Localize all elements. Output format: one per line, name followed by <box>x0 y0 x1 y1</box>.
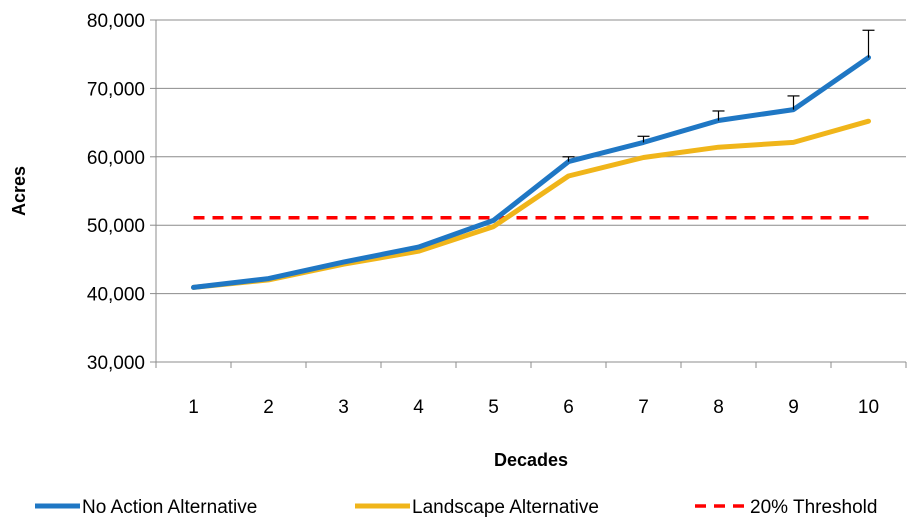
y-tick-label: 70,000 <box>87 79 145 100</box>
y-tick-label: 60,000 <box>87 148 145 169</box>
series-line-no-action-alternative <box>191 55 871 290</box>
x-tick-label: 6 <box>563 397 574 418</box>
x-tick-label: 9 <box>788 397 799 418</box>
x-tick-label: 2 <box>263 397 274 418</box>
legend: No Action Alternative Landscape Alternati… <box>35 497 877 518</box>
legend-item-20-threshold: 20% Threshold <box>695 497 877 518</box>
legend-label: No Action Alternative <box>82 497 257 518</box>
legend-item-no-action-alternative: No Action Alternative <box>35 497 257 518</box>
legend-item-landscape-alternative: Landscape Alternative <box>355 497 599 518</box>
x-tick-label: 10 <box>858 397 879 418</box>
y-tick-label: 50,000 <box>87 216 145 237</box>
y-tick-label: 40,000 <box>87 285 145 306</box>
axes <box>150 19 907 368</box>
x-tick-label: 4 <box>413 397 424 418</box>
x-tick-label: 5 <box>488 397 499 418</box>
gridlines <box>156 19 906 295</box>
series-layer <box>191 29 875 290</box>
legend-label: 20% Threshold <box>750 497 877 518</box>
tick-labels: 30,000 40,000 50,000 60,000 70,000 80,000 1 2 3 4… <box>87 11 879 418</box>
x-tick-label: 1 <box>188 397 199 418</box>
legend-label: Landscape Alternative <box>412 497 599 518</box>
y-tick-label: 30,000 <box>87 353 145 374</box>
y-tick-label: 80,000 <box>87 11 145 32</box>
x-tick-label: 3 <box>338 397 349 418</box>
x-axis-title: Decades <box>494 450 568 470</box>
series-line-landscape-alternative <box>191 118 871 290</box>
x-tick-label: 7 <box>638 397 649 418</box>
y-axis-title: Acres <box>9 166 29 216</box>
x-tick-label: 8 <box>713 397 724 418</box>
